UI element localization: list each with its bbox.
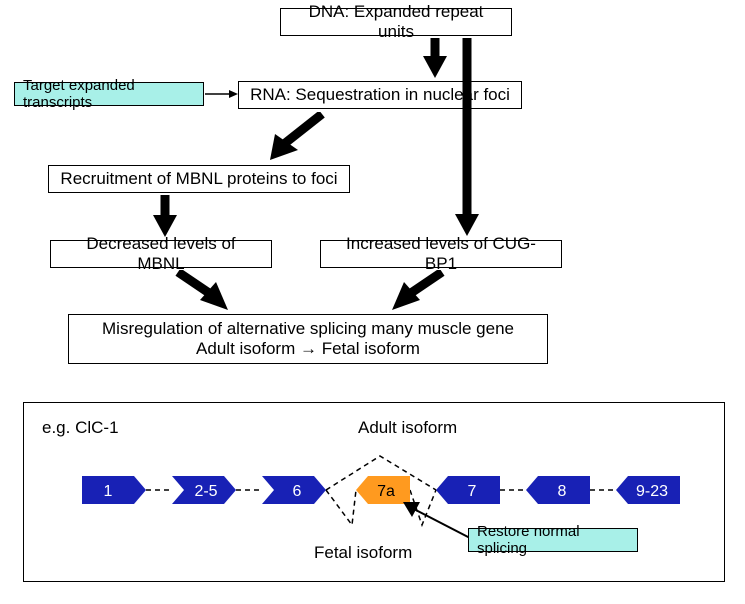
svg-text:2-5: 2-5 (194, 483, 217, 500)
target-highlight: Target expanded transcripts (14, 82, 204, 106)
arrow-cug-misreg (380, 270, 450, 315)
adult-text: Adult isoform (358, 418, 457, 437)
restore-text: Restore normal splicing (477, 523, 629, 557)
restore-highlight: Restore normal splicing (468, 528, 638, 552)
arrow-dna-rna (420, 38, 450, 80)
arrow-recruit-mbnl (150, 195, 180, 239)
arrow-rna-recruit (260, 112, 340, 167)
recruit-text: Recruitment of MBNL proteins to foci (60, 169, 337, 189)
svg-text:7a: 7a (377, 483, 395, 500)
svg-text:1: 1 (104, 483, 113, 500)
cugbp-box: Increased levels of CUG-BP1 (320, 240, 562, 268)
misreg-l1: Misregulation of alternative splicing ma… (102, 319, 514, 339)
recruit-box: Recruitment of MBNL proteins to foci (48, 165, 350, 193)
dna-text: DNA: Expanded repeat units (291, 2, 501, 42)
svg-text:9-23: 9-23 (636, 483, 668, 500)
misreg-box: Misregulation of alternative splicing ma… (68, 314, 548, 364)
svg-text:7: 7 (468, 483, 477, 500)
adult-label: Adult isoform (358, 418, 457, 438)
dna-box: DNA: Expanded repeat units (280, 8, 512, 36)
panel-title-text: e.g. ClC-1 (42, 418, 119, 437)
arrow-mbnl-misreg (170, 270, 240, 315)
panel-title: e.g. ClC-1 (42, 418, 119, 438)
cugbp-text: Increased levels of CUG-BP1 (331, 234, 551, 274)
arrow-dna-cug (452, 38, 482, 238)
mbnl-box: Decreased levels of MBNL (50, 240, 272, 268)
svg-text:8: 8 (558, 483, 567, 500)
mbnl-text: Decreased levels of MBNL (61, 234, 261, 274)
target-text: Target expanded transcripts (23, 77, 195, 111)
arrow-target-rna (205, 88, 239, 100)
svg-text:6: 6 (293, 483, 302, 500)
misreg-l2: Adult isoform → Fetal isoform (196, 339, 420, 359)
